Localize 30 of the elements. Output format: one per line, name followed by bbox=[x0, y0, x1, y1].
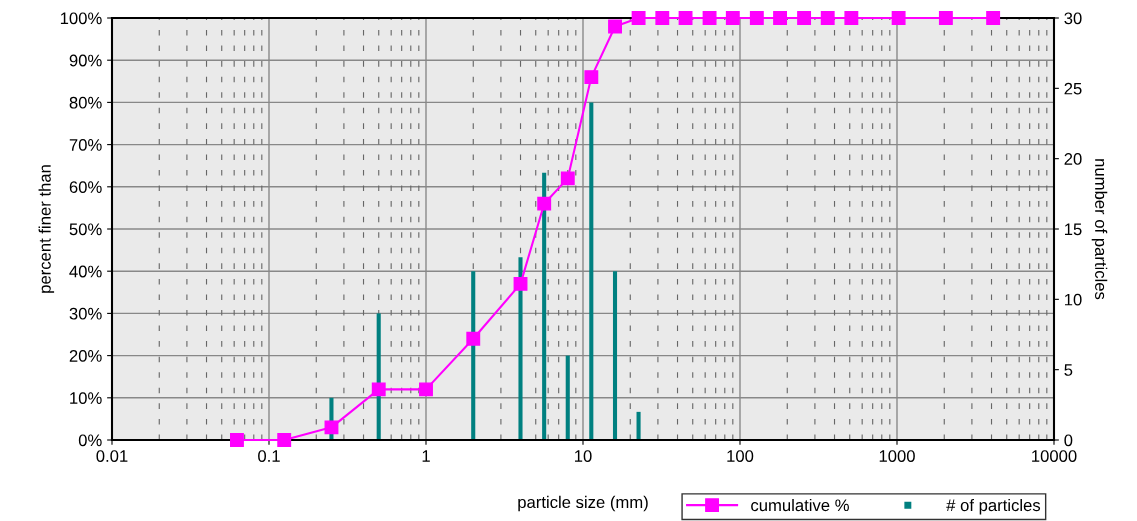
y-tick-label: 70% bbox=[69, 139, 102, 151]
y-tick-label: 60% bbox=[69, 181, 102, 193]
y2-tick-label: 30 bbox=[1064, 12, 1082, 25]
y-tick-label: 20% bbox=[69, 350, 102, 362]
y2-tick-label: 5 bbox=[1064, 364, 1073, 376]
y-tick-label: 30% bbox=[69, 307, 102, 320]
y-tick-label: 90% bbox=[69, 54, 102, 67]
y-tick-label: 80% bbox=[69, 96, 102, 109]
y2-tick-label: 15 bbox=[1064, 223, 1082, 236]
x-tick-label: 0.01 bbox=[96, 450, 128, 462]
y2-tick-label: 25 bbox=[1064, 82, 1082, 95]
x-tick-label: 1000 bbox=[879, 450, 915, 462]
x-tick-label: 10 bbox=[575, 450, 592, 462]
y-tick-label: 0% bbox=[78, 434, 102, 447]
y2-axis-title: number of particles bbox=[1091, 159, 1108, 300]
y-axis-title: percent finer than bbox=[38, 165, 55, 293]
legend-label: # of particles bbox=[946, 498, 1041, 515]
y-tick-label: 40% bbox=[69, 265, 102, 278]
x-axis-title: particle size (mm) bbox=[518, 495, 648, 512]
legend-label: cumulative % bbox=[751, 498, 849, 512]
y2-tick-label: 20 bbox=[1064, 153, 1082, 165]
y2-tick-label: 0 bbox=[1064, 434, 1073, 447]
x-tick-label: 1 bbox=[422, 450, 430, 462]
x-tick-label: 100 bbox=[727, 450, 754, 462]
y-tick-label: 100% bbox=[60, 12, 102, 25]
y2-tick-label: 10 bbox=[1064, 293, 1082, 306]
x-tick-label: 10000 bbox=[1032, 450, 1077, 462]
x-tick-label: 0.1 bbox=[258, 450, 280, 462]
y-tick-label: 50% bbox=[69, 223, 102, 236]
y-tick-label: 10% bbox=[70, 392, 102, 404]
